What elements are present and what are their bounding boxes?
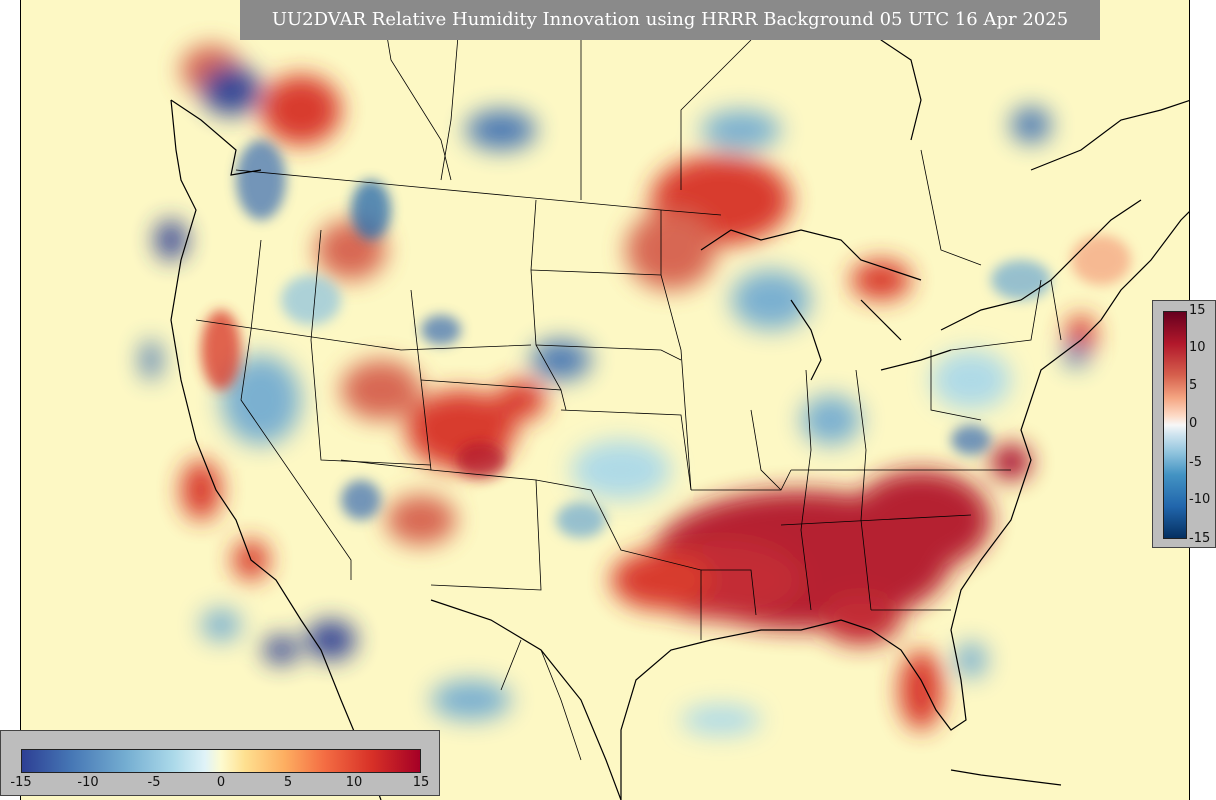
right-tick-label: 0 xyxy=(1189,416,1198,431)
bottom-colorbar xyxy=(21,749,421,773)
right-colorbar-legend: 15 10 5 0 -5 -10 -15 xyxy=(1152,300,1216,548)
bottom-tick-label: -5 xyxy=(147,775,161,790)
right-tick-label: -15 xyxy=(1189,531,1211,546)
right-tick-label: 10 xyxy=(1189,340,1206,355)
bottom-tick-label: 5 xyxy=(283,775,293,790)
right-tick-label: -5 xyxy=(1189,455,1202,470)
map-title: UU2DVAR Relative Humidity Innovation usi… xyxy=(240,0,1100,40)
right-tick-label: -10 xyxy=(1189,492,1211,507)
bottom-colorbar-legend: -15 -10 -5 0 5 10 15 xyxy=(0,730,440,796)
bottom-tick-label: 0 xyxy=(216,775,226,790)
right-colorbar xyxy=(1163,311,1187,539)
bottom-tick-label: -10 xyxy=(77,775,99,790)
map-panel xyxy=(20,0,1190,800)
humidity-field-map xyxy=(21,0,1189,800)
right-tick-label: 5 xyxy=(1189,378,1198,393)
bottom-tick-label: -15 xyxy=(10,775,32,790)
bottom-tick-label: 15 xyxy=(412,775,430,790)
bottom-tick-label: 10 xyxy=(345,775,363,790)
right-tick-label: 15 xyxy=(1189,303,1206,318)
